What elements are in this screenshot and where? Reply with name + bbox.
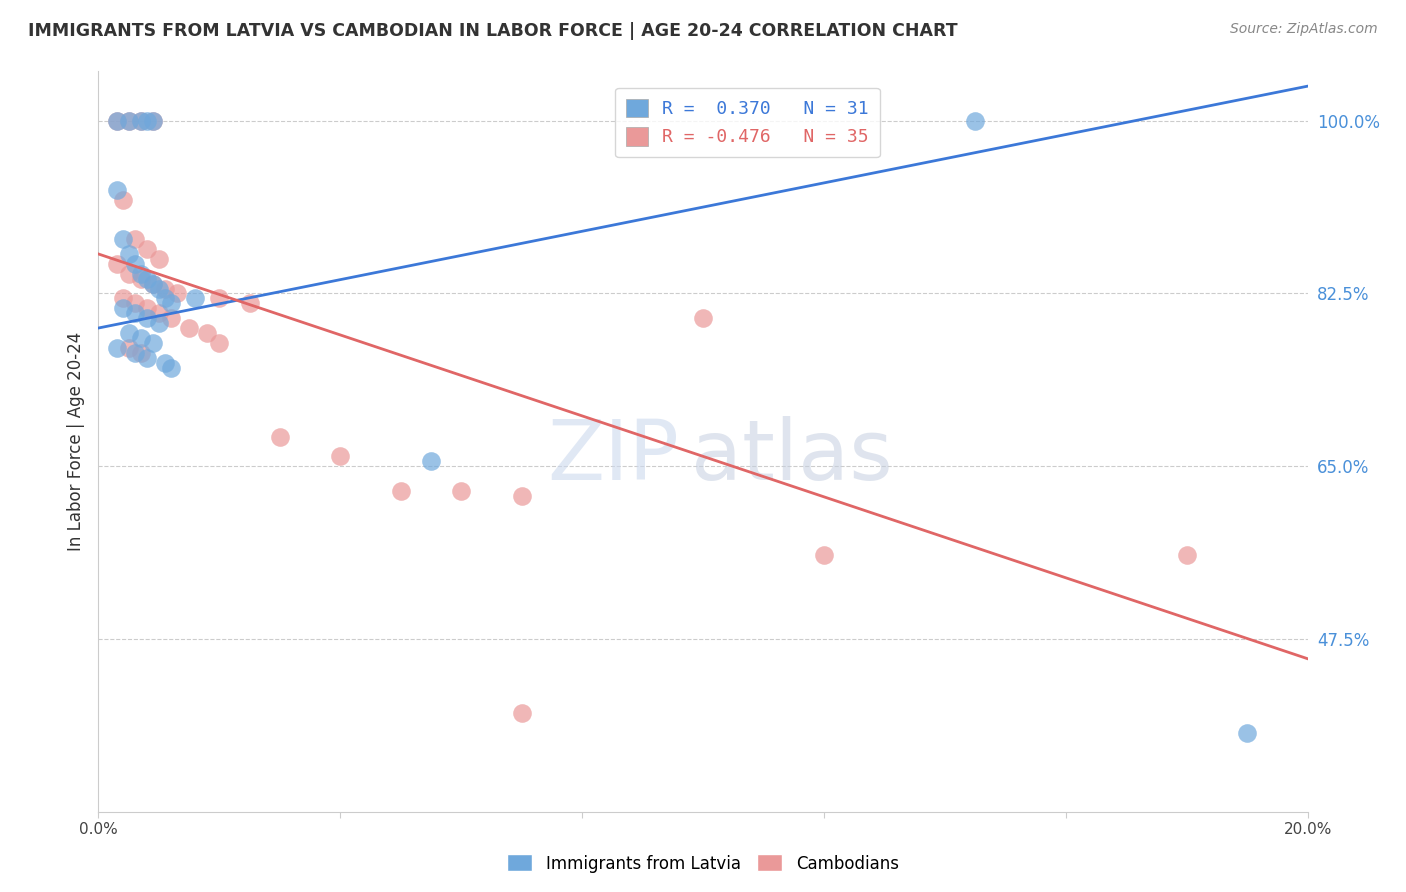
Point: [111, 292, 134, 306]
Text: IMMIGRANTS FROM LATVIA VS CAMBODIAN IN LABOR FORCE | AGE 20-24 CORRELATION CHART: IMMIGRANTS FROM LATVIA VS CAMBODIAN IN L…: [28, 22, 957, 40]
Point: [142, 335, 165, 350]
Point: [129, 113, 152, 128]
Point: [118, 326, 141, 340]
Point: [118, 267, 141, 281]
Point: [124, 306, 146, 320]
Point: [813, 548, 835, 562]
Point: [166, 286, 188, 301]
Point: [105, 257, 128, 271]
Legend: Immigrants from Latvia, Cambodians: Immigrants from Latvia, Cambodians: [501, 847, 905, 880]
Point: [195, 326, 218, 340]
Point: [208, 292, 231, 306]
Point: [148, 252, 170, 266]
Point: [269, 429, 291, 443]
Point: [124, 257, 146, 271]
Point: [111, 193, 134, 207]
Point: [184, 292, 207, 306]
Point: [148, 316, 170, 330]
Point: [208, 335, 231, 350]
Point: [160, 296, 183, 310]
Point: [135, 113, 157, 128]
Legend: R =  0.370   N = 31, R = -0.476   N = 35: R = 0.370 N = 31, R = -0.476 N = 35: [616, 87, 880, 157]
Point: [105, 113, 128, 128]
Point: [129, 345, 152, 359]
Point: [111, 301, 134, 316]
Point: [160, 311, 183, 326]
Point: [118, 341, 141, 355]
Point: [142, 113, 165, 128]
Point: [510, 489, 533, 503]
Point: [389, 483, 412, 498]
Point: [118, 247, 141, 261]
Point: [129, 331, 152, 345]
Point: [135, 271, 157, 285]
Point: [420, 454, 443, 468]
Point: [135, 311, 157, 326]
Point: [239, 296, 262, 310]
Point: [142, 113, 165, 128]
Point: [142, 277, 165, 291]
Point: [135, 301, 157, 316]
Y-axis label: In Labor Force | Age 20-24: In Labor Force | Age 20-24: [66, 332, 84, 551]
Point: [135, 242, 157, 256]
Point: [1175, 548, 1198, 562]
Point: [148, 281, 170, 295]
Text: Source: ZipAtlas.com: Source: ZipAtlas.com: [1230, 22, 1378, 37]
Text: atlas: atlas: [690, 416, 893, 497]
Point: [118, 113, 141, 128]
Point: [692, 311, 714, 326]
Point: [142, 277, 165, 291]
Point: [105, 341, 128, 355]
Point: [179, 321, 201, 335]
Point: [129, 267, 152, 281]
Point: [105, 113, 128, 128]
Point: [329, 450, 352, 464]
Point: [153, 292, 176, 306]
Point: [160, 360, 183, 375]
Point: [124, 296, 146, 310]
Point: [124, 345, 146, 359]
Point: [153, 355, 176, 369]
Point: [135, 351, 157, 365]
Point: [450, 483, 472, 498]
Point: [1236, 725, 1258, 739]
Point: [153, 281, 176, 295]
Point: [965, 113, 987, 128]
Text: ZIP: ZIP: [547, 416, 679, 497]
Point: [148, 306, 170, 320]
Point: [129, 271, 152, 285]
Point: [118, 113, 141, 128]
Point: [105, 183, 128, 197]
Point: [111, 232, 134, 246]
Point: [124, 232, 146, 246]
Point: [510, 706, 533, 720]
Point: [129, 113, 152, 128]
